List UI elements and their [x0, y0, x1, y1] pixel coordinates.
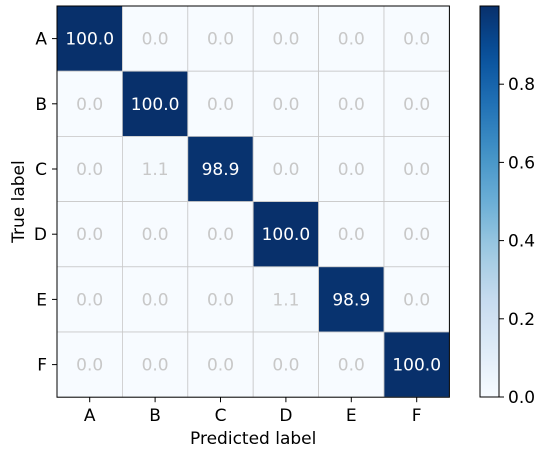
heatmap-cell — [252, 5, 319, 72]
cell-value-label: 0.0 — [142, 30, 169, 50]
x-tick-label: C — [215, 406, 227, 426]
cell-value-label: 1.1 — [142, 160, 169, 180]
y-tick-label: F — [37, 356, 47, 376]
cell-value-label: 100.0 — [392, 356, 441, 376]
y-tick-label: D — [34, 225, 47, 245]
y-tick-label: A — [35, 30, 47, 50]
colorbar — [479, 5, 500, 398]
cell-value-label: 0.0 — [403, 95, 430, 115]
cell-value-label: 0.0 — [207, 95, 234, 115]
cell-value-label: 0.0 — [272, 30, 299, 50]
cell-value-label: 0.0 — [207, 356, 234, 376]
cell-value-label: 0.0 — [76, 356, 103, 376]
y-tick-label: E — [36, 290, 47, 310]
cell-value-label: 0.0 — [142, 356, 169, 376]
heatmap-cell — [122, 201, 189, 268]
heatmap-cell-labels: 100.0 0.0 0.0 0.0 0.0 0.0 0.0 100.0 0.0 0.0 0.0 0.0… — [65, 30, 441, 376]
cell-value-label: 0.0 — [76, 225, 103, 245]
colorbar-tick-label: 0.0 — [508, 388, 535, 408]
heatmap-cell — [383, 135, 450, 202]
colorbar-tick-label: 0.6 — [508, 153, 535, 173]
y-tick-label: B — [35, 95, 47, 115]
colorbar-tick-label: 0.2 — [508, 310, 535, 330]
heatmap-cell — [187, 201, 254, 268]
x-tick-label: D — [279, 406, 292, 426]
heatmap-cell — [318, 201, 385, 268]
cell-value-label: 0.0 — [207, 225, 234, 245]
heatmap-cell — [187, 266, 254, 333]
x-tick-label: F — [412, 406, 422, 426]
cell-value-label: 0.0 — [338, 225, 365, 245]
heatmap-cell — [56, 201, 123, 268]
colorbar-tick-label: 0.4 — [508, 232, 535, 252]
heatmap-cell — [122, 5, 189, 72]
heatmap-cell — [56, 5, 123, 72]
cell-value-label: 0.0 — [338, 160, 365, 180]
cell-value-label: 0.0 — [403, 225, 430, 245]
heatmap-cell — [56, 135, 123, 202]
heatmap-cell — [122, 70, 189, 137]
cell-value-label: 100.0 — [131, 95, 180, 115]
heatmap-cell — [56, 331, 123, 398]
cell-value-label: 0.0 — [403, 30, 430, 50]
heatmap-cell — [252, 70, 319, 137]
cell-value-label: 1.1 — [272, 290, 299, 310]
x-axis-label: Predicted label — [190, 429, 316, 449]
colorbar-tick-label: 0.8 — [508, 75, 535, 95]
heatmap-cell — [252, 201, 319, 268]
cell-value-label: 0.0 — [76, 95, 103, 115]
cell-value-label: 0.0 — [272, 95, 299, 115]
heatmap-cell — [252, 266, 319, 333]
heatmap-cell — [252, 135, 319, 202]
plot-frame — [56, 5, 450, 398]
cell-value-label: 0.0 — [272, 356, 299, 376]
cell-value-label: 0.0 — [142, 290, 169, 310]
cell-value-label: 100.0 — [65, 30, 114, 50]
cell-value-label: 0.0 — [403, 160, 430, 180]
heatmap-cells — [56, 5, 450, 398]
cell-value-label: 0.0 — [338, 30, 365, 50]
cell-value-label: 0.0 — [338, 356, 365, 376]
heatmap-cell — [383, 70, 450, 137]
y-axis-ticks: A B C D E F — [34, 30, 57, 376]
heatmap-cell — [56, 266, 123, 333]
x-axis-ticks: A B C D E F — [84, 397, 422, 426]
cell-value-label: 0.0 — [272, 160, 299, 180]
x-tick-label: E — [346, 406, 357, 426]
cell-value-label: 0.0 — [76, 160, 103, 180]
y-tick-label: C — [35, 160, 47, 180]
cell-value-label: 0.0 — [338, 95, 365, 115]
heatmap-cell — [318, 5, 385, 72]
cell-value-label: 0.0 — [403, 290, 430, 310]
cell-value-label: 98.9 — [202, 160, 240, 180]
heatmap-cell — [318, 331, 385, 398]
colorbar-ticks: 0.0 0.2 0.4 0.6 0.8 — [499, 75, 535, 408]
cell-value-label: 0.0 — [207, 30, 234, 50]
cell-value-label: 0.0 — [142, 225, 169, 245]
cell-value-label: 100.0 — [262, 225, 311, 245]
heatmap-cell — [318, 266, 385, 333]
cell-value-label: 98.9 — [332, 290, 370, 310]
heatmap-cell — [318, 135, 385, 202]
x-tick-label: A — [84, 406, 96, 426]
cell-value-label: 0.0 — [207, 290, 234, 310]
heatmap-cell — [122, 135, 189, 202]
heatmap-cell — [383, 331, 450, 398]
x-tick-label: B — [149, 406, 161, 426]
heatmap-cell — [383, 5, 450, 72]
cell-value-label: 0.0 — [76, 290, 103, 310]
y-axis-label: True label — [9, 160, 29, 244]
